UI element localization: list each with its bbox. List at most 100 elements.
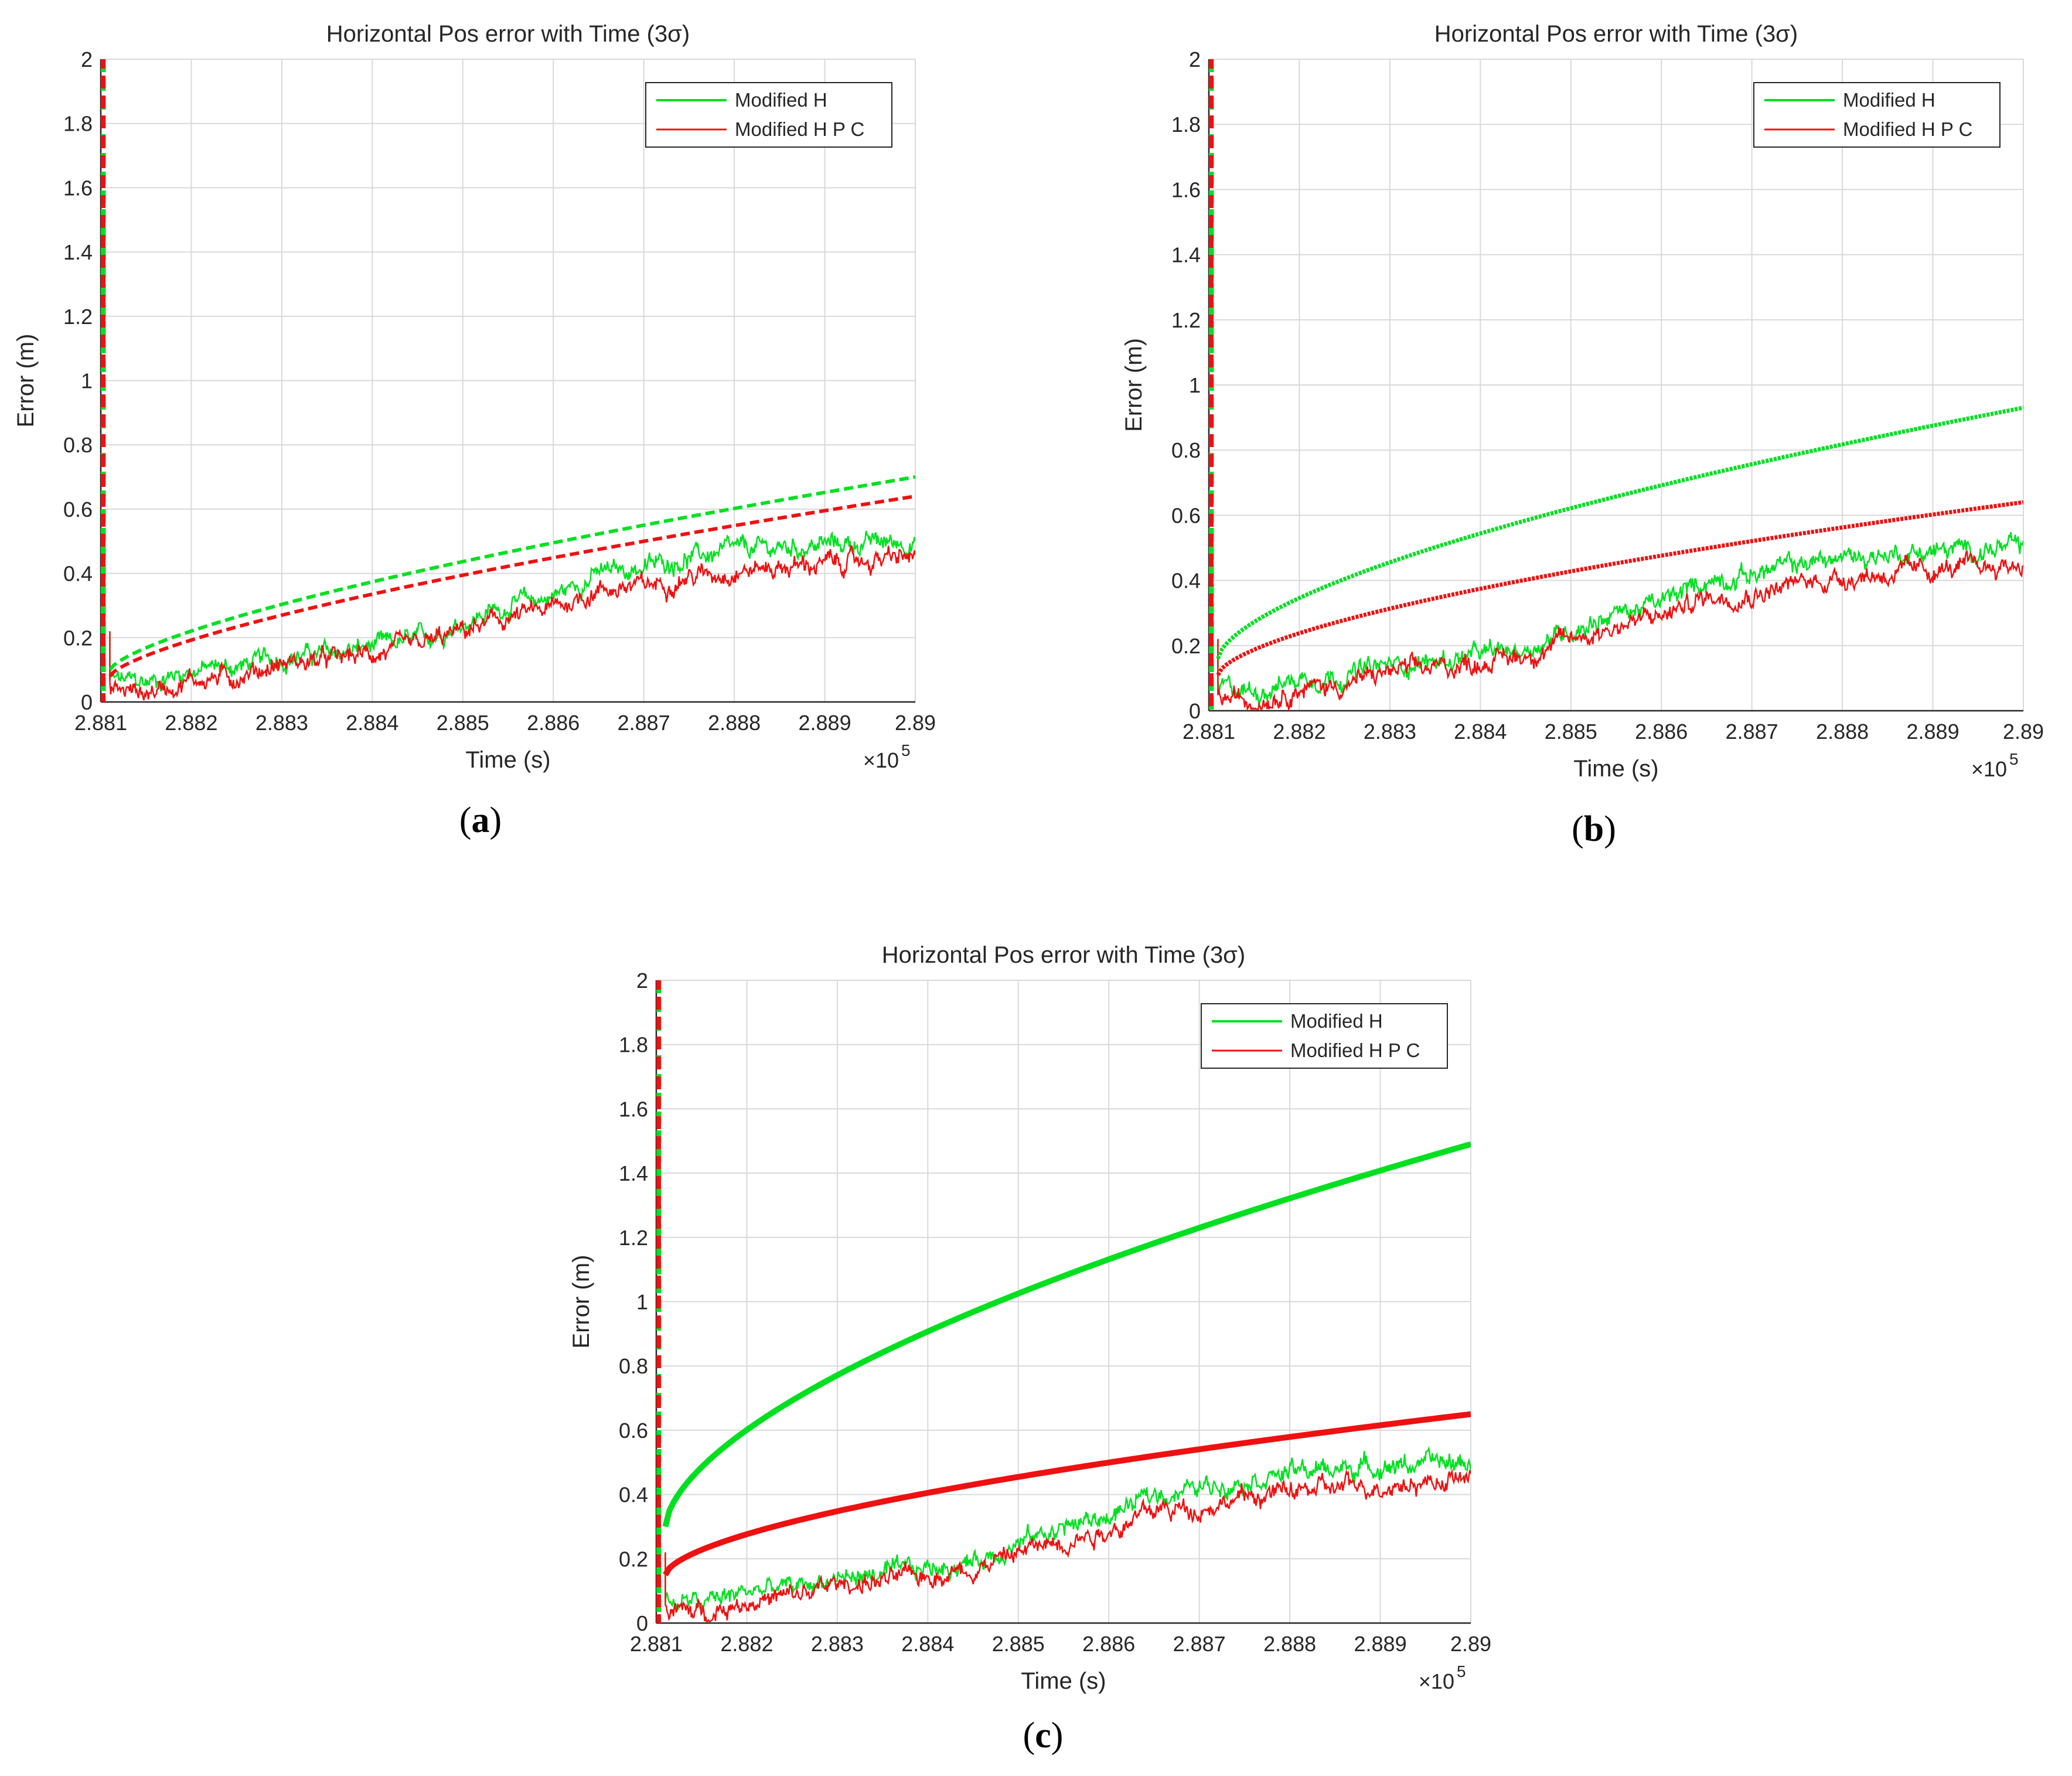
y-tick-label: 0.2 <box>1171 634 1201 658</box>
series-line-modified-h-error <box>664 1446 1471 1612</box>
x-tick-label: 2.89 <box>1450 1632 1491 1656</box>
x-exponent-label: ×10 <box>1971 757 2007 781</box>
x-tick-label: 2.881 <box>630 1632 683 1656</box>
y-tick-label: 0.2 <box>619 1547 648 1571</box>
x-tick-label: 2.889 <box>1907 720 1959 744</box>
legend: Modified H Modified H P C <box>1753 82 2001 148</box>
y-tick-label: 0.4 <box>1171 569 1201 593</box>
y-tick-label: 0.6 <box>1171 503 1201 527</box>
x-tick-label: 2.885 <box>1545 720 1597 744</box>
legend-label: Modified H <box>735 89 827 111</box>
panel-caption-letter: b <box>1584 809 1604 849</box>
x-tick-label: 2.887 <box>618 711 670 735</box>
x-tick-label: 2.882 <box>165 711 217 735</box>
y-tick-label: 2 <box>636 969 648 993</box>
series-line-modified-h-bound <box>108 475 915 671</box>
series-line-modified-h-bound <box>662 1141 1471 1528</box>
x-tick-label: 2.881 <box>1182 720 1235 744</box>
y-tick-label: 0.4 <box>63 562 93 586</box>
series-line-modified-hpc-error <box>664 1468 1471 1622</box>
chart-panel-b: 2.881 2.882 2.883 2.884 2.885 2.886 2.887 2.888… <box>1121 21 2044 849</box>
x-tick-label: 2.881 <box>74 711 127 735</box>
y-tick-label: 1.6 <box>1171 178 1201 202</box>
series-line-modified-hpc-error <box>109 545 915 701</box>
y-tick-label: 0.8 <box>1171 438 1201 462</box>
legend-box <box>1753 82 2001 148</box>
x-axis-label: Time (s) <box>1021 1668 1106 1694</box>
x-tick-label: 2.882 <box>720 1632 773 1656</box>
x-tick-label: 2.883 <box>811 1632 864 1656</box>
legend-label: Modified H P C <box>1290 1039 1420 1061</box>
legend-box <box>645 82 892 148</box>
chart-panel-a: 2.881 2.882 2.883 2.884 2.885 2.886 2.887 2.888… <box>13 21 936 840</box>
chart-title: Horizontal Pos error with Time (3σ) <box>882 942 1245 968</box>
series-layer <box>101 59 915 702</box>
series-layer <box>656 980 1471 1623</box>
y-tick-label: 0.6 <box>63 497 93 521</box>
y-tick-label: 0.8 <box>63 433 93 457</box>
panel-caption: (c) <box>1023 1716 1064 1755</box>
y-tick-label: 1.4 <box>63 240 93 264</box>
x-tick-label: 2.883 <box>1364 720 1416 744</box>
y-tick-label: 1.4 <box>619 1161 648 1185</box>
series-layer <box>1209 59 2023 711</box>
x-tick-label: 2.884 <box>1454 720 1507 744</box>
panel-caption: (b) <box>1572 809 1616 849</box>
chart-panel-c: 2.881 2.882 2.883 2.884 2.885 2.886 2.887 2.888… <box>568 942 1491 1755</box>
x-tick-label: 2.886 <box>1082 1632 1135 1656</box>
y-tick-label: 0 <box>81 690 93 714</box>
panel-caption: (a) <box>459 800 502 840</box>
x-tick-label: 2.889 <box>799 711 851 735</box>
chart-title: Horizontal Pos error with Time (3σ) <box>1434 21 1798 47</box>
y-tick-label: 1.4 <box>1171 243 1201 267</box>
y-axis-label: Error (m) <box>1121 338 1147 432</box>
x-tick-label: 2.888 <box>1816 720 1869 744</box>
y-tick-label: 1.8 <box>63 112 93 136</box>
x-exponent-power: 5 <box>1457 1662 1466 1680</box>
y-tick-label: 1.6 <box>63 176 93 200</box>
y-tick-label: 0.8 <box>619 1354 648 1378</box>
legend-label: Modified H <box>1843 89 1935 111</box>
legend: Modified H Modified H P C <box>645 82 892 148</box>
x-tick-label: 2.886 <box>527 711 580 735</box>
legend: Modified H Modified H P C <box>1201 1003 1448 1069</box>
x-tick-label: 2.89 <box>2003 720 2044 744</box>
y-tick-label: 1.2 <box>63 305 93 329</box>
y-tick-label: 2 <box>1189 47 1201 71</box>
x-tick-label: 2.89 <box>895 711 936 735</box>
x-axis-label: Time (s) <box>465 747 550 773</box>
chart-title: Horizontal Pos error with Time (3σ) <box>326 21 690 47</box>
x-axis-label: Time (s) <box>1573 756 1658 782</box>
x-tick-label: 2.888 <box>1263 1632 1316 1656</box>
y-tick-label: 1.2 <box>619 1226 648 1250</box>
series-line-modified-hpc-bound <box>108 494 915 678</box>
y-tick-label: 0.6 <box>619 1419 648 1443</box>
y-tick-label: 0 <box>1189 699 1201 723</box>
legend-label: Modified H P C <box>1843 118 1972 140</box>
x-exponent-power: 5 <box>2009 750 2019 768</box>
y-tick-label: 1 <box>636 1290 648 1314</box>
x-tick-label: 2.889 <box>1354 1632 1407 1656</box>
legend-box <box>1201 1003 1448 1069</box>
series-line-modified-hpc-error <box>1217 550 2023 711</box>
panel-caption-letter: c <box>1035 1716 1051 1755</box>
x-tick-label: 2.887 <box>1173 1632 1226 1656</box>
x-tick-label: 2.887 <box>1726 720 1778 744</box>
series-line-modified-hpc-bound <box>1216 500 2023 676</box>
x-tick-label: 2.882 <box>1273 720 1325 744</box>
y-tick-label: 2 <box>81 47 93 71</box>
x-exponent-label: ×10 <box>863 748 899 772</box>
x-exponent-label: ×10 <box>1419 1669 1454 1693</box>
y-axis-label: Error (m) <box>568 1255 594 1349</box>
y-tick-label: 0.2 <box>63 626 93 650</box>
y-tick-label: 1 <box>1189 373 1201 397</box>
y-tick-label: 1.8 <box>619 1033 648 1057</box>
y-tick-label: 1.8 <box>1171 113 1201 137</box>
y-tick-label: 1 <box>81 369 93 393</box>
x-tick-label: 2.884 <box>346 711 398 735</box>
x-tick-label: 2.884 <box>901 1632 954 1656</box>
series-line-modified-h-bound <box>1216 405 2023 660</box>
panel-caption-letter: a <box>472 800 490 840</box>
y-tick-label: 1.6 <box>619 1097 648 1121</box>
y-tick-label: 1.2 <box>1171 308 1201 332</box>
